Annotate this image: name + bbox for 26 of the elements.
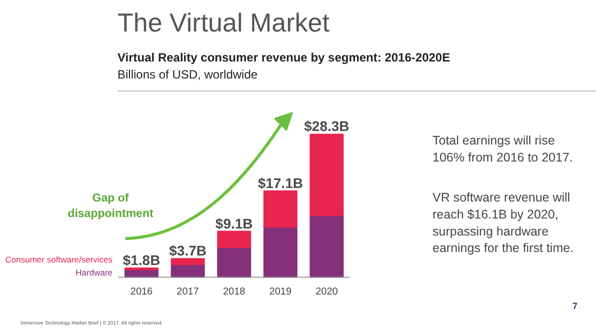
bar [310, 134, 344, 216]
annotation: $3.7B [169, 242, 206, 259]
x-tick-label: 2019 [269, 286, 292, 298]
bar [263, 190, 298, 228]
series-label: Hardware [76, 268, 113, 278]
bar [217, 230, 252, 248]
annotation: $17.1B [258, 174, 303, 191]
annotation: $28.3B [304, 118, 350, 134]
text: Total earnings will rise 106% from 2016 to 2017. [432, 134, 573, 164]
x-tick-label: 2017 [176, 286, 200, 298]
x-tick-label: 2018 [222, 286, 246, 298]
annotation: $9.1B [215, 215, 253, 232]
bar [263, 226, 298, 278]
x-tick-label: 2016 [130, 286, 154, 298]
bar [217, 246, 252, 278]
x-tick-label: 2020 [316, 286, 338, 298]
bar [170, 258, 205, 266]
text: VR software revenue will reach $16.1B by 2020, surpassing hardware earnings for the first time. [432, 190, 574, 256]
bar [310, 215, 344, 278]
text: Billions of USD, worldwide [118, 68, 258, 82]
text: 7 [572, 301, 578, 311]
annotation: $1.8B [122, 252, 160, 268]
chart-title: The Virtual Market [118, 8, 330, 38]
series-label: Consumer software/services [5, 254, 113, 264]
chart-subtitle: Virtual Reality consumer revenue by segment: 2016-2020E [118, 50, 450, 64]
annotation: Gap of disappointment [68, 192, 154, 220]
